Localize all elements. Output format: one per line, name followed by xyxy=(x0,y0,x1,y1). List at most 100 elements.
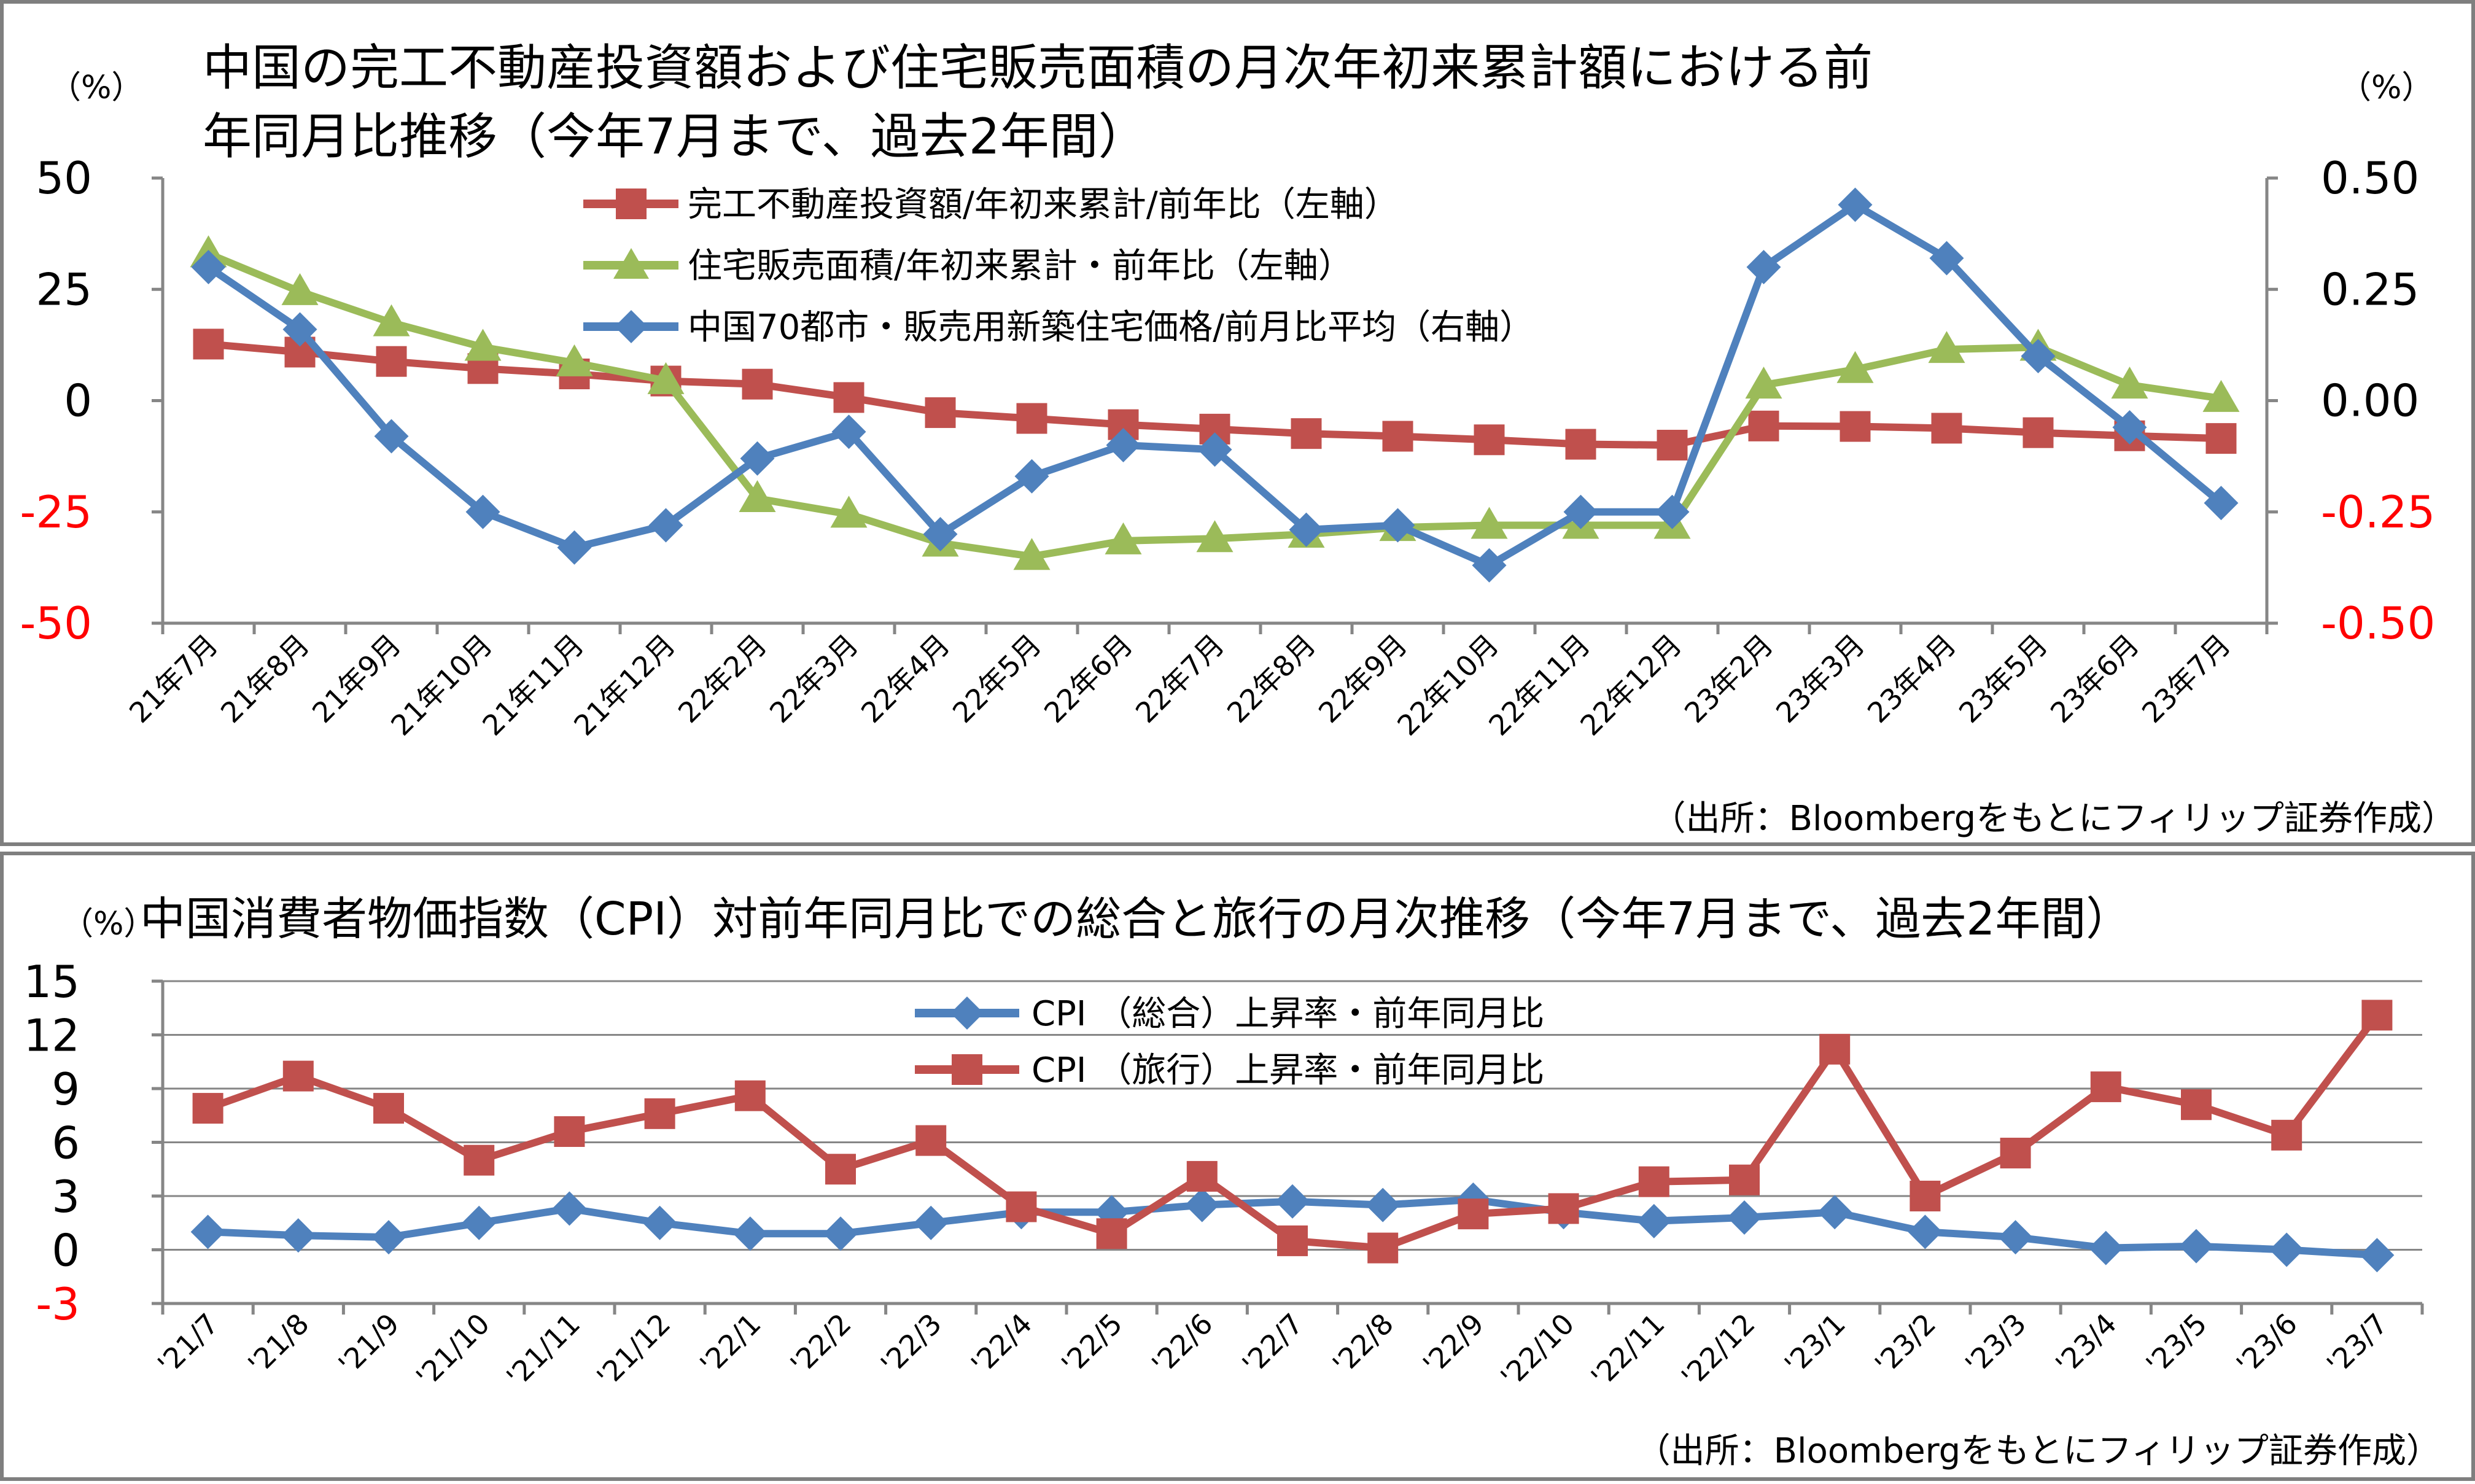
top-right-tick-label: -0.25 xyxy=(2321,486,2435,538)
legend-label-housing-price: 中国70都市・販売用新築住宅価格/前月比平均（右軸） xyxy=(688,308,1534,348)
bottom-left-axis-unit: （%） xyxy=(61,906,155,942)
bottom-series-0-point xyxy=(642,1205,677,1240)
top-series-1-point xyxy=(373,304,410,336)
bottom-y-tick-label: 9 xyxy=(52,1063,80,1115)
bottom-series-1-point xyxy=(1638,1166,1669,1197)
bottom-series-1-point xyxy=(1458,1198,1489,1230)
top-series-1-point xyxy=(2202,379,2240,412)
top-series-0-point xyxy=(1748,410,1779,441)
bottom-series-0-point xyxy=(190,1214,225,1249)
bottom-y-tick-label: -3 xyxy=(36,1278,80,1330)
bottom-series-0-point xyxy=(823,1216,858,1251)
bottom-y-tick-label: 3 xyxy=(52,1171,80,1222)
bottom-series-1-point xyxy=(1277,1225,1308,1256)
top-series-0-point xyxy=(1382,421,1413,452)
top-series-2-point xyxy=(374,419,409,454)
bottom-series-0-point xyxy=(2360,1238,2395,1273)
top-series-1-point xyxy=(556,344,593,376)
bottom-legend-item-total: CPI （総合）上昇率・前年同月比 xyxy=(915,994,1544,1034)
top-series-2-point xyxy=(831,414,866,449)
top-series-2-point xyxy=(191,250,226,284)
bottom-series-0-point xyxy=(2179,1229,2213,1264)
bottom-y-tick-label: 12 xyxy=(23,1010,80,1062)
top-series-1-point xyxy=(1013,538,1051,570)
top-series-2-point xyxy=(2021,339,2056,373)
top-left-tick-label: 25 xyxy=(36,263,92,315)
top-series-2-point xyxy=(648,508,683,543)
top-legend: 完工不動産投資額/年初来累計/前年比（左軸） 住宅販売面積/年初来累計・前年比（… xyxy=(583,185,1534,348)
bottom-series-1-point xyxy=(1819,1033,1851,1065)
top-series-0-point xyxy=(2022,417,2054,448)
top-chart-title-line-1: 中国の完工不動産投資額および住宅販売面積の月次年初来累計額における前 xyxy=(203,39,1873,96)
bottom-series-1 xyxy=(192,1000,2393,1264)
top-series-1-point xyxy=(830,495,868,528)
bottom-series-1-point xyxy=(2361,1000,2393,1031)
bottom-series-0-point xyxy=(2269,1232,2304,1267)
top-series-2-point xyxy=(740,441,775,476)
top-series-1-point xyxy=(739,480,776,512)
top-chart-title-line-2: 年同月比推移（今年7月まで、過去2年間） xyxy=(203,108,1148,165)
bottom-series-1-point xyxy=(1367,1232,1399,1264)
top-series-2-point xyxy=(1655,494,1690,529)
top-left-tick-label: -25 xyxy=(20,486,92,538)
legend-marker-square-red xyxy=(952,1054,982,1085)
bottom-series-1-point xyxy=(373,1093,404,1124)
top-series-2-point xyxy=(2112,410,2147,445)
bottom-series-0-point xyxy=(462,1205,497,1240)
top-series-1-point xyxy=(1836,351,1874,383)
bottom-source-note: （出所：Bloombergをもとにフィリップ証券作成） xyxy=(1636,1431,2441,1471)
top-series-0-point xyxy=(1565,429,1596,460)
bottom-series-0-point xyxy=(732,1216,767,1251)
bottom-chart-panel: （%） 中国消費者物価指数（CPI）対前年同月比での総合と旅行の月次推移（今年7… xyxy=(0,852,2475,1481)
top-series-0-point xyxy=(376,346,407,377)
top-right-tick-label: 0.50 xyxy=(2321,152,2419,204)
top-series-2-point xyxy=(1014,459,1049,494)
top-left-tick-label: 50 xyxy=(36,152,92,204)
top-right-tick-label: -0.50 xyxy=(2321,597,2435,649)
top-panel-frame xyxy=(0,0,2475,846)
top-series-1-point xyxy=(1745,367,1782,399)
legend-label-cpi-travel: CPI （旅行）上昇率・前年同月比 xyxy=(1032,1051,1544,1090)
bottom-series-1-point xyxy=(1096,1218,1127,1249)
legend-label-sales-area: 住宅販売面積/年初来累計・前年比（左軸） xyxy=(688,246,1353,286)
bottom-series-0-point xyxy=(2088,1230,2123,1265)
bottom-series-1-point xyxy=(2000,1138,2031,1168)
top-right-axis-unit: （%） xyxy=(2339,69,2433,106)
top-series-2-point xyxy=(1929,241,1964,276)
top-legend-item-sales-area: 住宅販売面積/年初来累計・前年比（左軸） xyxy=(583,246,1353,286)
top-left-tick-label: 0 xyxy=(64,375,92,427)
bottom-series-0-point xyxy=(1184,1187,1219,1222)
legend-marker-square-red xyxy=(616,188,647,219)
bottom-series-1-point xyxy=(1729,1164,1760,1195)
bottom-series-1-point xyxy=(282,1060,314,1092)
top-series-0-point xyxy=(193,328,224,360)
top-series-0-point xyxy=(1016,403,1047,434)
bottom-chart-title: 中国消費者物価指数（CPI）対前年同月比での総合と旅行の月次推移（今年7月まで、… xyxy=(140,893,2131,946)
bottom-series-0-point xyxy=(1908,1214,1943,1249)
bottom-panel-frame xyxy=(0,852,2475,1481)
bottom-series-0-point xyxy=(914,1205,949,1240)
top-series-1-point xyxy=(647,362,685,394)
top-series-0-point xyxy=(1474,424,1505,456)
bottom-series-1-point xyxy=(2090,1071,2121,1103)
bottom-series-0-point xyxy=(281,1218,316,1253)
top-series-0 xyxy=(193,328,2237,460)
top-series-2-point xyxy=(465,494,500,529)
bottom-series-0-point xyxy=(371,1220,406,1255)
bottom-series-0-point xyxy=(1998,1220,2033,1255)
legend-marker-triangle-green xyxy=(613,248,649,279)
bottom-series-1-point xyxy=(1548,1193,1579,1224)
bottom-y-tick-label: 6 xyxy=(52,1117,80,1169)
top-right-tick-label: 0.25 xyxy=(2321,263,2419,315)
top-series-2-point xyxy=(1746,250,1781,284)
bottom-legend: CPI （総合）上昇率・前年同月比 CPI （旅行）上昇率・前年同月比 xyxy=(915,994,1544,1090)
legend-marker-diamond-blue xyxy=(615,310,648,343)
top-series-2-point xyxy=(1563,494,1598,529)
top-series-1-point xyxy=(1928,331,1965,363)
bottom-series-1-point xyxy=(464,1144,495,1176)
top-left-axis-unit: （%） xyxy=(49,69,143,106)
top-series-2-point xyxy=(1380,508,1415,543)
bottom-series-0-point xyxy=(1636,1203,1671,1238)
top-series-0-point xyxy=(1657,430,1688,460)
top-source-note: （出所：Bloombergをもとにフィリップ証券作成） xyxy=(1652,799,2456,839)
